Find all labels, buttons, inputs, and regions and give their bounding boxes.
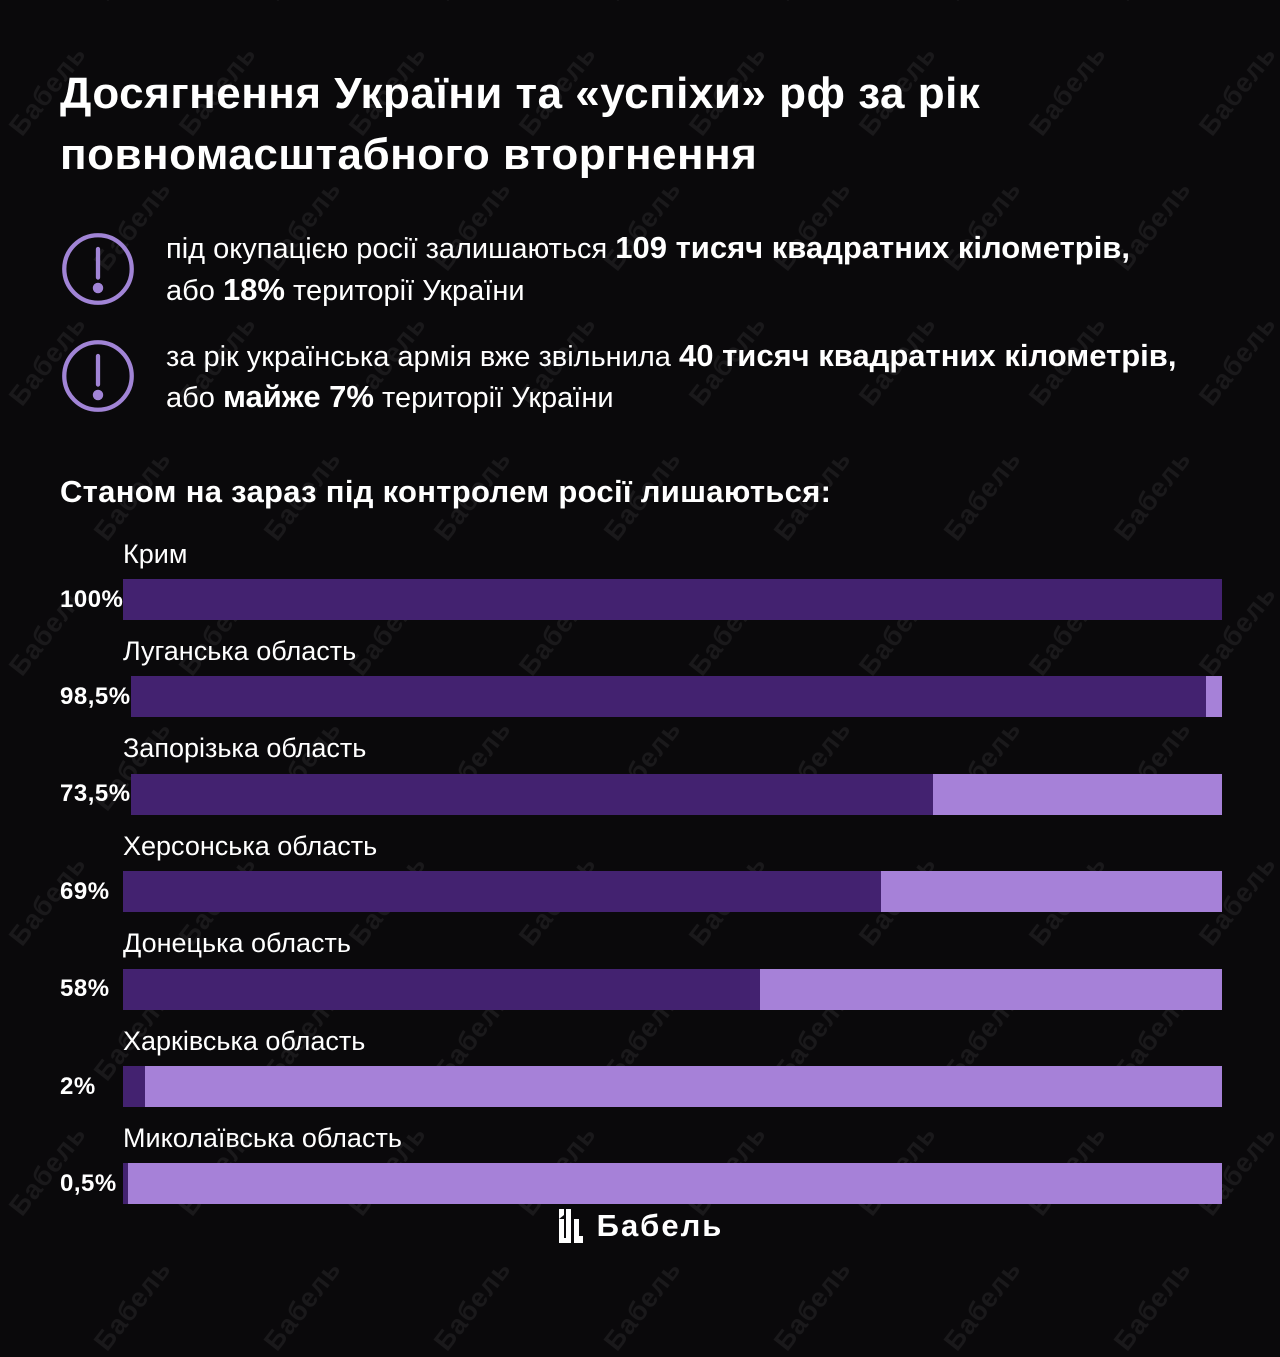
footer-logo-text: Бабель [596,1208,724,1243]
callout-text-bold: 40 тисяч квадратних кілометрів, [679,337,1177,373]
bar-line: 69% [60,871,1222,913]
babel-logo-icon [558,1209,583,1243]
bar-occupied-segment [123,1066,145,1108]
exclamation-circle-icon [60,231,136,307]
bar-label: Запорізька область [123,733,367,764]
bar-value: 98,5% [60,682,131,710]
bar-label: Миколаївська область [123,1123,402,1154]
watermark-text: Бабель [258,1254,347,1357]
bar-rest-segment [123,1066,1222,1108]
watermark-text: Бабель [88,1254,177,1357]
bar-label: Донецька область [123,928,351,959]
bar-value: 58% [60,975,110,1003]
callout-text-segment: за рік українська армія вже звільнила [166,340,679,373]
callout-occupied: під окупацією росії залишаються 109 тися… [60,227,1222,310]
chart-title: Станом на зараз під контролем росії лиша… [60,473,832,509]
bar-label: Херсонська область [123,830,378,861]
bar-occupied-segment [123,871,882,913]
watermark-text: Бабель [1108,1254,1197,1357]
bar-row: Луганська область 98,5% [60,635,1222,718]
bar-row: Крим 100% [60,538,1222,621]
callout-text-segment: або [166,382,223,415]
bar-line: 98,5% [60,676,1222,718]
bar-chart: Крим 100% Луганська область 98,5% Запорі… [60,538,1222,1205]
watermark-text: Бабель [0,1254,7,1357]
bar-occupied-segment [130,773,933,815]
bar-occupied-segment [123,1163,129,1205]
bar-line: 58% [60,968,1222,1010]
bar-line: 73,5% [60,773,1222,815]
bar-value: 0,5% [60,1169,117,1197]
bar-occupied-segment [123,579,1222,621]
exclamation-circle-icon [60,338,136,414]
bar-rest-segment [123,968,1222,1010]
infographic: Досягнення України та «успіхи» рф за рік… [60,69,1222,1205]
callout-liberated: за рік українська армія вже звільнила 40… [60,335,1222,418]
watermark-text: Бабель [598,1254,687,1357]
bar-label: Харківська область [123,1025,366,1056]
bar-occupied-segment [123,968,761,1010]
bar-rest-segment [130,773,1222,815]
bar-value: 2% [60,1072,96,1100]
callout-text-segment: території України [374,382,614,415]
bar-line: 100% [60,579,1222,621]
footer-logo: Бабель [0,1208,1280,1244]
bar-rest-segment [123,1163,1222,1205]
bar-line: 0,5% [60,1163,1222,1205]
page-title: Досягнення України та «успіхи» рф за рік… [60,69,981,179]
callout-liberated-text: за рік українська армія вже звільнила 40… [166,335,1176,418]
callout-text-bold: 18% [222,272,285,307]
callout-text-bold: майже 7% [222,379,374,415]
bar-row: Донецька область 58% [60,927,1222,1010]
bar-rest-segment [123,871,1222,913]
bar-label: Крим [123,538,188,569]
watermark-text: Бабель [428,1254,517,1357]
callout-text-bold: 109 тисяч квадратних кілометрів, [615,230,1130,266]
bar-row: Харківська область 2% [60,1025,1222,1108]
bar-row: Запорізька область 73,5% [60,732,1222,815]
bar-value: 100% [60,585,124,613]
callout-text-segment: або [166,275,223,307]
bar-line: 2% [60,1066,1222,1108]
bar-value: 73,5% [60,780,131,808]
bar-row: Миколаївська область 0,5% [60,1122,1222,1205]
bar-rest-segment [123,579,1222,621]
callout-occupied-text: під окупацією росії залишаються 109 тися… [166,227,1130,310]
callout-text-segment: території України [284,275,525,307]
bar-occupied-segment [130,676,1206,718]
bar-row: Херсонська область 69% [60,830,1222,913]
watermark-text: Бабель [768,1254,857,1357]
bar-label: Луганська область [123,636,357,667]
bar-value: 69% [60,877,110,905]
callout-text-segment: під окупацією росії залишаються [166,233,616,266]
bar-rest-segment [130,676,1222,718]
watermark-text: Бабель [938,1254,1027,1357]
